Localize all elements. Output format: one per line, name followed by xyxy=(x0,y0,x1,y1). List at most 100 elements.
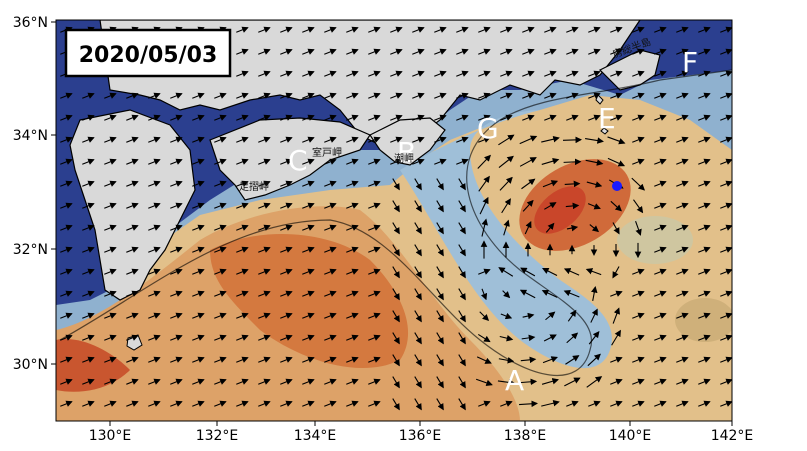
current-vector xyxy=(60,180,73,187)
current-vector xyxy=(414,266,422,279)
current-vector xyxy=(520,356,537,364)
current-vector xyxy=(170,202,183,209)
current-vector xyxy=(392,354,400,367)
current-vector xyxy=(214,400,227,407)
current-vector xyxy=(170,136,183,143)
current-vector xyxy=(479,196,489,215)
current-vector xyxy=(280,356,293,363)
current-vector xyxy=(586,181,603,188)
current-vector xyxy=(654,180,667,187)
current-vector xyxy=(498,155,514,169)
current-vector xyxy=(104,334,117,341)
current-vector xyxy=(390,158,403,165)
cold-meander xyxy=(400,110,612,369)
current-vector xyxy=(566,48,579,55)
current-vector xyxy=(280,400,293,407)
region-marker-b: B xyxy=(397,136,416,169)
current-vector xyxy=(368,92,381,99)
current-vector xyxy=(500,92,513,99)
current-vector xyxy=(192,378,205,385)
current-vector xyxy=(104,136,117,143)
current-vector xyxy=(192,158,205,165)
current-vector xyxy=(436,310,444,323)
current-vector xyxy=(545,222,555,233)
current-vector xyxy=(414,354,422,367)
current-vector xyxy=(436,266,444,279)
current-vector xyxy=(720,70,732,77)
current-vector xyxy=(60,356,73,363)
current-vector xyxy=(500,312,513,320)
current-vector xyxy=(720,290,732,297)
current-vector xyxy=(478,268,491,275)
current-vector xyxy=(720,224,732,231)
current-vector xyxy=(478,114,491,121)
current-vector xyxy=(434,70,447,77)
current-vector xyxy=(302,246,315,253)
current-vector xyxy=(500,26,513,33)
current-vector xyxy=(302,290,315,297)
current-vector xyxy=(565,202,580,210)
current-vector xyxy=(192,356,205,363)
current-vector xyxy=(698,400,711,407)
current-vector xyxy=(654,334,667,341)
current-vector xyxy=(632,400,645,407)
current-vector xyxy=(676,268,689,275)
current-vector xyxy=(392,222,400,235)
current-vector xyxy=(192,334,205,341)
current-vector xyxy=(500,400,513,407)
current-vector xyxy=(60,290,73,297)
current-vector xyxy=(148,180,161,187)
current-vector xyxy=(82,312,95,319)
current-vector xyxy=(565,355,580,365)
current-vector xyxy=(192,114,205,121)
current-vector xyxy=(654,114,667,121)
current-vector xyxy=(676,114,689,121)
current-vector xyxy=(82,378,95,385)
current-vector xyxy=(591,286,598,301)
current-vector xyxy=(280,136,293,143)
current-vector xyxy=(236,114,249,121)
current-vector xyxy=(148,136,161,143)
current-vector xyxy=(458,398,466,411)
current-vector xyxy=(654,136,667,143)
current-vector xyxy=(324,290,337,297)
current-vector xyxy=(676,158,689,165)
current-vector xyxy=(148,290,161,297)
current-vector xyxy=(324,136,337,143)
current-vector xyxy=(481,218,488,237)
current-vector xyxy=(126,224,139,231)
current-vector xyxy=(280,334,293,341)
east-eddy-2 xyxy=(675,298,732,342)
current-vector xyxy=(236,26,249,33)
current-vector xyxy=(214,246,227,253)
current-vector xyxy=(104,312,117,319)
current-vector xyxy=(82,290,95,297)
current-vector xyxy=(698,378,711,385)
region-marker-a: A xyxy=(505,364,524,397)
current-vector xyxy=(434,92,447,99)
kuroshio-path xyxy=(59,69,732,376)
current-vector xyxy=(368,290,381,297)
current-vector xyxy=(458,332,466,345)
current-vector xyxy=(500,114,513,121)
current-vector xyxy=(392,266,400,279)
current-vector xyxy=(587,203,601,210)
current-vector xyxy=(302,400,315,407)
land-kii xyxy=(369,117,446,166)
current-vector xyxy=(676,246,689,253)
current-vector xyxy=(436,332,444,345)
current-vector xyxy=(698,158,711,165)
current-vector xyxy=(720,268,732,275)
current-vector xyxy=(324,312,337,319)
current-vector xyxy=(258,290,271,297)
current-vector xyxy=(368,70,381,77)
region-marker-c: C xyxy=(288,144,308,177)
current-vector xyxy=(170,290,183,297)
current-vectors xyxy=(60,26,732,411)
current-vector xyxy=(82,334,95,341)
current-vector xyxy=(170,356,183,363)
current-vector xyxy=(522,114,535,121)
current-vector xyxy=(456,158,469,165)
current-vector xyxy=(126,114,139,121)
